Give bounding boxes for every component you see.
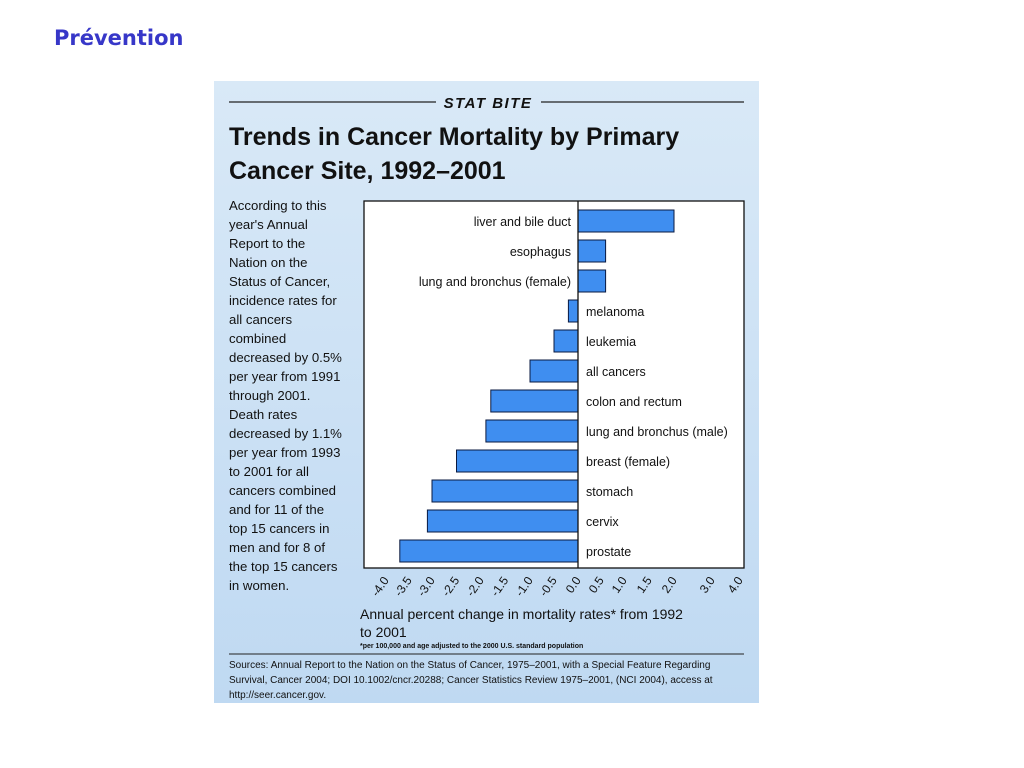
bar-category-label: prostate: [586, 545, 631, 559]
bar-category-label: liver and bile duct: [474, 215, 572, 229]
x-tick: 0.5: [586, 574, 607, 596]
banner-label: STAT BITE: [444, 95, 533, 112]
x-tick-label: -1.5: [488, 574, 512, 599]
description-line: incidence rates for: [229, 293, 337, 308]
x-tick: -0.5: [536, 574, 560, 599]
x-axis-label-line-2: to 2001: [360, 624, 407, 640]
bar: [399, 539, 579, 563]
figure-title-line-1: Trends in Cancer Mortality by Primary: [229, 123, 679, 151]
x-tick: -2.0: [463, 574, 487, 599]
x-tick: -3.0: [414, 574, 438, 599]
x-tick: 4.0: [725, 574, 746, 596]
description-line: through 2001.: [229, 388, 310, 403]
sources-line: Survival, Cancer 2004; DOI 10.1002/cncr.…: [229, 675, 713, 686]
bar: [490, 389, 579, 413]
stat-bite-figure: STAT BITE Trends in Cancer Mortality by …: [214, 81, 759, 703]
x-axis-label-line-1: Annual percent change in mortality rates…: [360, 606, 683, 622]
bar-category-label: all cancers: [586, 365, 646, 379]
x-tick-label: -3.0: [414, 574, 438, 599]
description-line: top 15 cancers in: [229, 521, 329, 536]
description-line: Status of Cancer,: [229, 274, 330, 289]
x-tick: -1.5: [488, 574, 512, 599]
bar: [456, 449, 579, 473]
description-line: per year from 1993: [229, 445, 340, 460]
bar: [485, 419, 579, 443]
bar: [431, 479, 579, 503]
bar-category-label: lung and bronchus (male): [586, 425, 728, 439]
bar: [529, 359, 579, 383]
x-tick: -4.0: [368, 574, 392, 599]
bar-category-label: cervix: [586, 515, 619, 529]
x-tick: -3.5: [391, 574, 415, 599]
x-tick: 3.0: [697, 574, 718, 596]
x-tick: 0.0: [563, 574, 584, 596]
sources: Sources: Annual Report to the Nation on …: [229, 660, 713, 701]
x-tick: -1.0: [512, 574, 536, 599]
x-tick-label: -2.5: [439, 574, 463, 599]
bars: liver and bile duct esophagus lung and bro…: [399, 209, 728, 563]
description-line: all cancers: [229, 312, 292, 327]
description-line: to 2001 for all: [229, 464, 309, 479]
bar-category-label: stomach: [586, 485, 633, 499]
x-tick-label: -3.5: [391, 574, 415, 599]
description-line: per year from 1991: [229, 369, 340, 384]
plot-area: [363, 200, 745, 569]
x-tick-label: 0.5: [586, 574, 607, 596]
x-tick-label: -4.0: [368, 574, 392, 599]
description-line: and for 11 of the: [229, 502, 324, 517]
x-tick: -2.5: [439, 574, 463, 599]
description-line: cancers combined: [229, 483, 336, 498]
bar-category-label: breast (female): [586, 455, 670, 469]
bar-chart: liver and bile duct esophagus lung and bro…: [360, 200, 746, 650]
description-line: decreased by 1.1%: [229, 426, 342, 441]
x-tick-label: -1.0: [512, 574, 536, 599]
description-line: decreased by 0.5%: [229, 350, 342, 365]
description-line: Nation on the: [229, 255, 307, 270]
x-tick-label: 3.0: [697, 574, 718, 596]
bar: [426, 509, 579, 533]
x-tick-label: 1.5: [634, 574, 655, 596]
x-tick: 2.0: [659, 574, 680, 596]
description-line: Death rates: [229, 407, 298, 422]
bar-category-label: melanoma: [586, 305, 644, 319]
bar-category-label: leukemia: [586, 335, 636, 349]
bar: [577, 269, 607, 293]
description-line: combined: [229, 331, 286, 346]
description-line: men and for 8 of: [229, 540, 325, 555]
description-line: the top 15 cancers: [229, 559, 338, 574]
x-tick-label: 0.0: [563, 574, 584, 596]
sources-line: Sources: Annual Report to the Nation on …: [229, 660, 710, 671]
bar: [553, 329, 579, 353]
x-tick: 1.5: [634, 574, 655, 596]
bar: [577, 209, 675, 233]
bar: [567, 299, 579, 323]
slide-title: Prévention: [54, 26, 184, 50]
figure-canvas: STAT BITE Trends in Cancer Mortality by …: [229, 95, 746, 701]
x-tick-label: -2.0: [463, 574, 487, 599]
bar-category-label: colon and rectum: [586, 395, 682, 409]
figure-title-line-2: Cancer Site, 1992–2001: [229, 157, 506, 185]
bar-category-label: esophagus: [510, 245, 571, 259]
description-line: According to this: [229, 198, 327, 213]
description-line: in women.: [229, 578, 289, 593]
description-line: Report to the: [229, 236, 305, 251]
figure-description: According to this year's Annual Report to …: [229, 198, 342, 593]
x-tick: 1.0: [609, 574, 630, 596]
x-tick-label: -0.5: [536, 574, 560, 599]
description-line: year's Annual: [229, 217, 308, 232]
x-tick-labels: -4.0 -3.5 -3.0 -2.5 -2.0 -1.5 -1.0 -0.5 0.0 0.5 1.…: [368, 574, 746, 599]
sources-line: http://seer.cancer.gov.: [229, 690, 326, 701]
bar-category-label: lung and bronchus (female): [419, 275, 571, 289]
footnote: *per 100,000 and age adjusted to the 200…: [360, 643, 583, 650]
x-tick-label: 2.0: [659, 574, 680, 596]
x-tick-label: 1.0: [609, 574, 630, 596]
x-tick-label: 4.0: [725, 574, 746, 596]
bar: [577, 239, 607, 263]
